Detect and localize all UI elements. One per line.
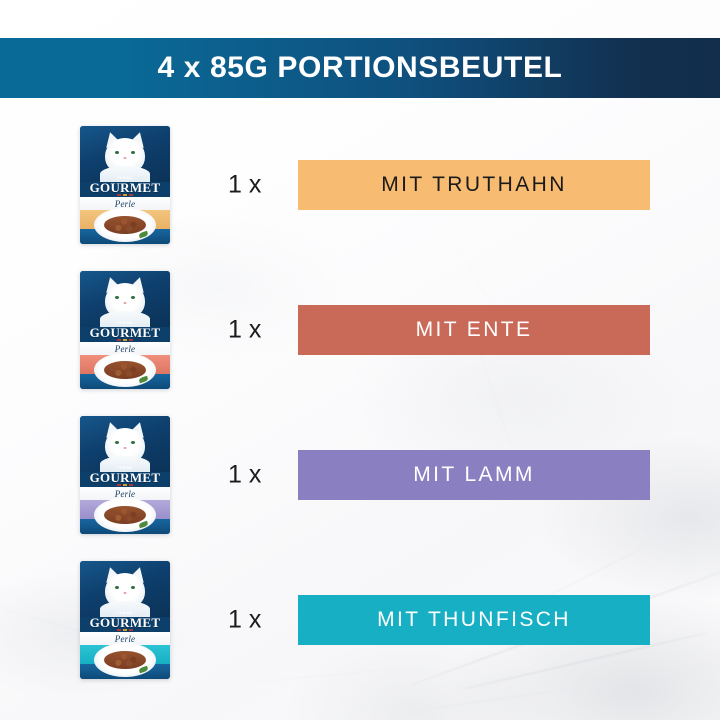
variant-label-text: MIT TRUTHAHN [381,172,567,196]
gourmet-logo-text: GOURMET [89,469,161,485]
cat-body-icon [100,165,150,182]
variant-quantity: 1 x [228,605,262,633]
variant-row-1: PURINA GOURMET Perle [0,112,720,257]
cat-eye-right-icon [131,440,135,444]
perle-sub-brand-text: Perle [114,488,136,499]
cat-body-icon [100,600,150,617]
variant-row-3: PURINA GOURMET Perle [0,402,720,547]
gourmet-logo-dots [117,483,133,486]
variant-label-text: MIT LAMM [413,462,535,486]
page-title: 4 x 85G PORTIONSBEUTEL [157,51,563,84]
purina-brand-text: PURINA [117,465,133,470]
perle-sub-brand-text: Perle [114,198,136,209]
variant-label-text: MIT THUNFISCH [377,607,571,631]
variant-label-text: MIT ENTE [415,317,533,341]
variant-row-2: PURINA GOURMET Perle [0,257,720,402]
perle-band: Perle [80,632,170,646]
food-bowl-icon [94,207,156,242]
cat-body-icon [100,310,150,327]
pouch-top-panel: PURINA GOURMET [80,560,170,631]
perle-sub-brand-text: Perle [114,343,136,354]
cat-eye-right-icon [131,295,135,299]
pouch-icon: PURINA GOURMET Perle [80,415,170,534]
gourmet-logo-dots [117,628,133,631]
variant-label-bar-1: MIT TRUTHAHN [298,159,650,210]
perle-band: Perle [80,197,170,211]
pouch-icon: PURINA GOURMET Perle [80,560,170,679]
food-bowl-icon [94,352,156,387]
variant-list: PURINA GOURMET Perle [0,112,720,692]
perle-band: Perle [80,342,170,356]
cat-eye-left-icon [115,440,119,444]
variant-quantity: 1 x [228,170,262,198]
cat-nose-icon [123,156,127,159]
purina-brand-text: PURINA [117,320,133,325]
variant-label-bar-3: MIT LAMM [298,449,650,500]
header-banner: 4 x 85G PORTIONSBEUTEL [0,38,720,98]
food-icon [104,360,146,379]
variant-label-bar-4: MIT THUNFISCH [298,594,650,645]
pouch-duck-icon: PURINA GOURMET Perle [80,270,170,389]
cat-eye-left-icon [115,585,119,589]
pouch-lamb-icon: PURINA GOURMET Perle [80,415,170,534]
variant-label-bar-2: MIT ENTE [298,304,650,355]
perle-sub-brand-text: Perle [114,633,136,644]
pouch-icon: PURINA GOURMET Perle [80,270,170,389]
pouch-top-panel: PURINA GOURMET [80,270,170,341]
pouch-icon: PURINA GOURMET Perle [80,125,170,244]
pouch-top-panel: PURINA GOURMET [80,125,170,196]
variant-quantity: 1 x [228,315,262,343]
gourmet-logo-text: GOURMET [89,614,161,630]
food-bowl-icon [94,497,156,532]
gourmet-logo-text: GOURMET [89,324,161,340]
food-icon [104,650,146,669]
cat-nose-icon [123,446,127,449]
pouch-turkey-icon: PURINA GOURMET Perle [80,125,170,244]
cat-nose-icon [123,591,127,594]
gourmet-logo-dots [117,193,133,196]
cat-body-icon [100,455,150,472]
pouch-tuna-icon: PURINA GOURMET Perle [80,560,170,679]
perle-band: Perle [80,487,170,501]
cat-eye-right-icon [131,585,135,589]
variant-row-4: PURINA GOURMET Perle [0,547,720,692]
purina-brand-text: PURINA [117,175,133,180]
gourmet-logo-dots [117,338,133,341]
pouch-top-panel: PURINA GOURMET [80,415,170,486]
cat-eye-right-icon [131,150,135,154]
food-icon [104,215,146,234]
cat-nose-icon [123,301,127,304]
food-bowl-icon [94,642,156,677]
cat-eye-left-icon [115,295,119,299]
gourmet-logo-text: GOURMET [89,179,161,195]
food-icon [104,505,146,524]
purina-brand-text: PURINA [117,610,133,615]
cat-eye-left-icon [115,150,119,154]
variant-quantity: 1 x [228,460,262,488]
